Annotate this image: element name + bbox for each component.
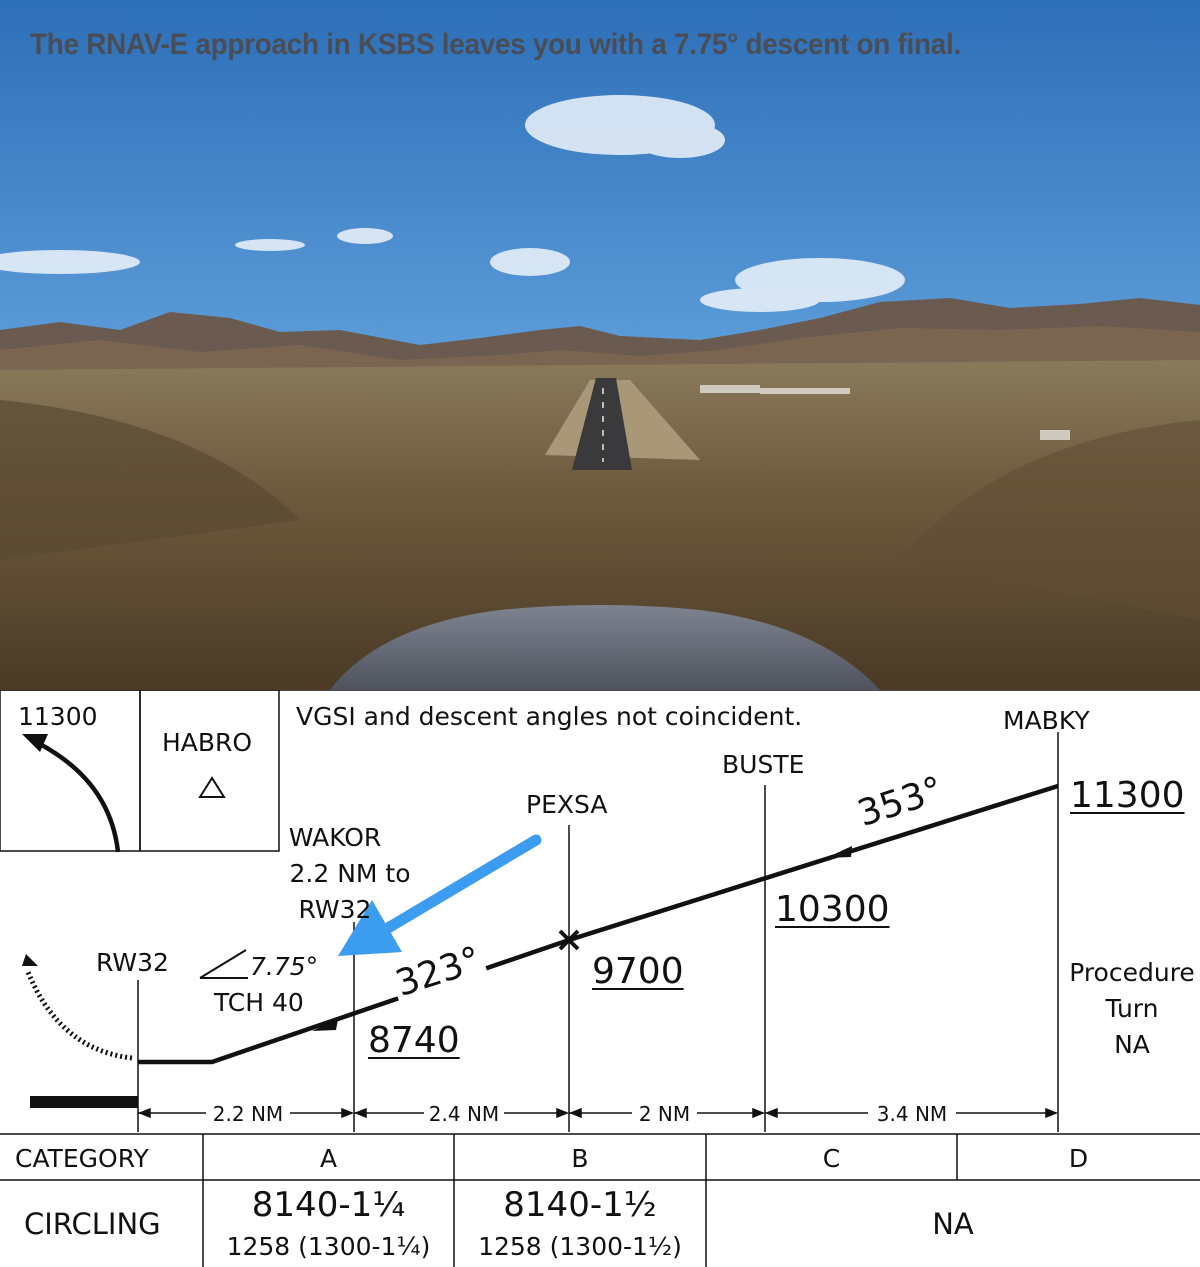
minimums-table-grid (0, 1133, 1200, 1267)
category-b: B (571, 1144, 589, 1173)
descent-path (138, 783, 1059, 1065)
clouds (0, 95, 905, 312)
runway-surface (572, 378, 632, 470)
altitude-pexsa: 9700 (592, 951, 684, 992)
circling-cd-na: NA (932, 1207, 974, 1241)
altitude-mabky: 11300 (1070, 775, 1185, 816)
category-label: CATEGORY (15, 1144, 149, 1173)
fix-buste: BUSTE (722, 750, 805, 779)
altitude-wakor: 8740 (368, 1020, 460, 1061)
profile-drawing (0, 690, 1200, 1267)
circling-a-haa: 1258 (1300-1¼) (226, 1232, 431, 1261)
distance-scale (137, 1107, 1059, 1119)
procedure-turn-line2: Turn (1105, 994, 1159, 1023)
headline: The RNAV-E approach in KSBS leaves you w… (30, 28, 961, 61)
circling-b-haa: 1258 (1300-1½) (478, 1232, 682, 1261)
cockpit-view-illustration (0, 0, 1200, 690)
missed-approach-altitude: 11300 (18, 702, 98, 731)
holding-fix-name: HABRO (162, 728, 253, 757)
approach-photo: The RNAV-E approach in KSBS leaves you w… (0, 0, 1200, 690)
circling-b-minimums: 8140-1½ (503, 1185, 657, 1225)
vgsi-note: VGSI and descent angles not coincident. (296, 702, 803, 731)
fix-mabky: MABKY (1003, 706, 1090, 735)
wakor-runway: RW32 (298, 895, 372, 924)
glidepath-angle: 7.75° (250, 952, 319, 981)
procedure-turn-line3: NA (1114, 1030, 1150, 1059)
glidepath-tch: TCH 40 (214, 988, 304, 1017)
fix-wakor: WAKOR (288, 823, 382, 852)
waypoint-triangle-icon (198, 776, 226, 798)
distance-2: 2.4 NM (428, 1102, 500, 1126)
altitude-buste: 10300 (775, 889, 890, 930)
fix-runway: RW32 (96, 948, 169, 977)
circling-label: CIRCLING (24, 1207, 161, 1241)
missed-climb-arrow-icon (34, 739, 121, 853)
distance-1: 2.2 NM (212, 1102, 284, 1126)
aircraft-cowling (330, 605, 880, 690)
annotation-arrow-icon (338, 834, 542, 956)
wakor-distance: 2.2 NM to (289, 859, 411, 888)
approach-profile-chart: 11300 HABRO VGSI and descent angles not … (0, 690, 1200, 1267)
missed-turn-dotted-icon (25, 971, 133, 1061)
category-d: D (1068, 1144, 1089, 1173)
category-a: A (319, 1144, 338, 1173)
holding-fix-box (139, 690, 280, 852)
fix-pexsa: PEXSA (526, 790, 608, 819)
runway-bar (30, 1096, 138, 1108)
distance-3: 2 NM (638, 1102, 691, 1126)
procedure-turn-line1: Procedure (1069, 958, 1195, 987)
circling-a-minimums: 8140-1¼ (251, 1185, 406, 1225)
stepdown-fix-icon (558, 929, 580, 951)
angle-symbol-icon (199, 949, 248, 979)
distance-4: 3.4 NM (876, 1102, 948, 1126)
category-c: C (822, 1144, 841, 1173)
